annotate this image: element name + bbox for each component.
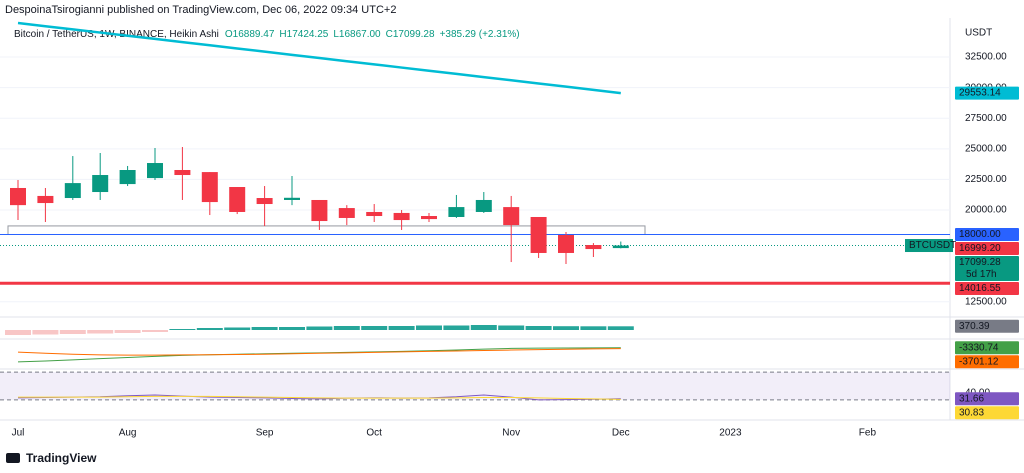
y-tick-label: 20000.00 — [965, 205, 1007, 216]
price-label-bg — [955, 281, 1019, 295]
price-label-bg — [955, 255, 1019, 281]
y-tick-label: 22500.00 — [965, 174, 1007, 185]
logo-icon — [6, 453, 20, 463]
legend-value: O16889.47 — [225, 29, 275, 40]
countdown: 5d 17h — [966, 269, 997, 280]
y-tick-label: 12500.00 — [965, 296, 1007, 307]
y-tick-label: 32500.00 — [965, 52, 1007, 63]
histogram-bar — [251, 327, 278, 330]
indicator-line — [18, 395, 621, 400]
x-tick-label: Dec — [612, 428, 630, 439]
histogram-bar — [306, 326, 333, 330]
price-label-bg — [955, 355, 1019, 369]
histogram-bar — [553, 326, 579, 330]
candle-body — [366, 211, 383, 217]
candle-body — [119, 169, 136, 185]
histogram-bar — [607, 326, 634, 330]
candle-body — [37, 195, 54, 204]
price-label: 31.66 — [959, 393, 984, 404]
header: DespoinaTsirogianni published on Trading… — [5, 4, 396, 16]
y-tick-label: 25000.00 — [965, 143, 1007, 154]
histogram-bar — [470, 325, 497, 330]
histogram-bar — [333, 326, 360, 330]
legend-value: +385.29 (+2.31%) — [440, 29, 520, 40]
candle-body — [558, 234, 574, 253]
histogram-bar — [388, 326, 415, 330]
candle-body — [64, 183, 81, 199]
candle-body — [256, 198, 273, 205]
candle-body — [147, 163, 163, 179]
histogram-bar — [224, 327, 251, 330]
candle-body — [284, 197, 300, 200]
unit: USDT — [965, 28, 992, 39]
legend-value: C17099.28 — [386, 29, 435, 40]
histogram-bar — [416, 325, 442, 330]
histogram-bar — [142, 330, 168, 332]
y-tick-label: 27500.00 — [965, 113, 1007, 124]
candle-body — [338, 208, 355, 218]
price-label: 16999.20 — [959, 243, 1001, 254]
candle-body — [174, 169, 191, 176]
logo: TradingView — [6, 451, 97, 465]
candle-body — [612, 245, 629, 249]
candle-body — [475, 199, 492, 212]
candle-body — [229, 187, 246, 212]
candle-body — [201, 172, 218, 203]
candle-body — [92, 175, 109, 193]
price-label-bg — [955, 341, 1019, 355]
candle-body — [421, 216, 437, 220]
x-tick-label: Jul — [12, 428, 25, 439]
candle-body — [10, 187, 26, 206]
histogram-bar — [87, 330, 114, 334]
histogram-bar — [196, 328, 223, 330]
x-tick-label: Nov — [502, 428, 520, 439]
symbol-tag-bg — [905, 239, 953, 253]
moving-average — [17, 21, 621, 95]
indicator-line — [17, 348, 621, 356]
histogram-bar — [498, 325, 525, 330]
histogram-bar — [361, 326, 388, 330]
candle-body — [393, 212, 410, 221]
legend-value: H17424.25 — [279, 29, 328, 40]
histogram-bar — [5, 330, 31, 335]
histogram-bar — [279, 327, 305, 330]
candle-body — [585, 245, 602, 250]
histogram-bar — [525, 326, 552, 330]
price-label: 18000.00 — [959, 229, 1001, 240]
histogram-bar — [59, 330, 86, 334]
price-label: 14016.55 — [959, 283, 1001, 294]
candle-body — [311, 199, 328, 222]
histogram-bar — [443, 325, 470, 330]
price-label: -3701.12 — [959, 356, 999, 367]
price-label: 30.83 — [959, 407, 984, 418]
histogram-bar — [580, 326, 607, 330]
symbol-tag: BTCUSDT — [909, 240, 956, 251]
price-label: 370.39 — [959, 321, 990, 332]
legend-value: L16867.00 — [333, 29, 381, 40]
price-label: 29553.14 — [959, 88, 1001, 99]
histogram-bar — [114, 330, 141, 333]
candle-body — [448, 207, 465, 217]
price-label-bg — [955, 406, 1019, 420]
x-tick-label: Sep — [256, 428, 274, 439]
price-label: 17099.28 — [959, 257, 1001, 268]
price-label-bg — [955, 241, 1019, 255]
price-label: -3330.74 — [959, 342, 999, 353]
candle-body — [503, 207, 520, 226]
price-label-bg — [955, 227, 1019, 241]
price-label-bg — [955, 86, 1019, 100]
price-label-bg — [955, 392, 1019, 406]
footer: TradingView — [26, 451, 97, 465]
x-tick-label: Feb — [859, 428, 877, 439]
x-tick-label: Oct — [366, 428, 382, 439]
price-label-bg — [955, 319, 1019, 333]
histogram-bar — [32, 330, 59, 335]
candle-body — [530, 216, 547, 253]
x-tick-label: Aug — [119, 428, 137, 439]
x-tick-label: 2023 — [719, 428, 742, 439]
histogram-bar — [169, 329, 196, 330]
